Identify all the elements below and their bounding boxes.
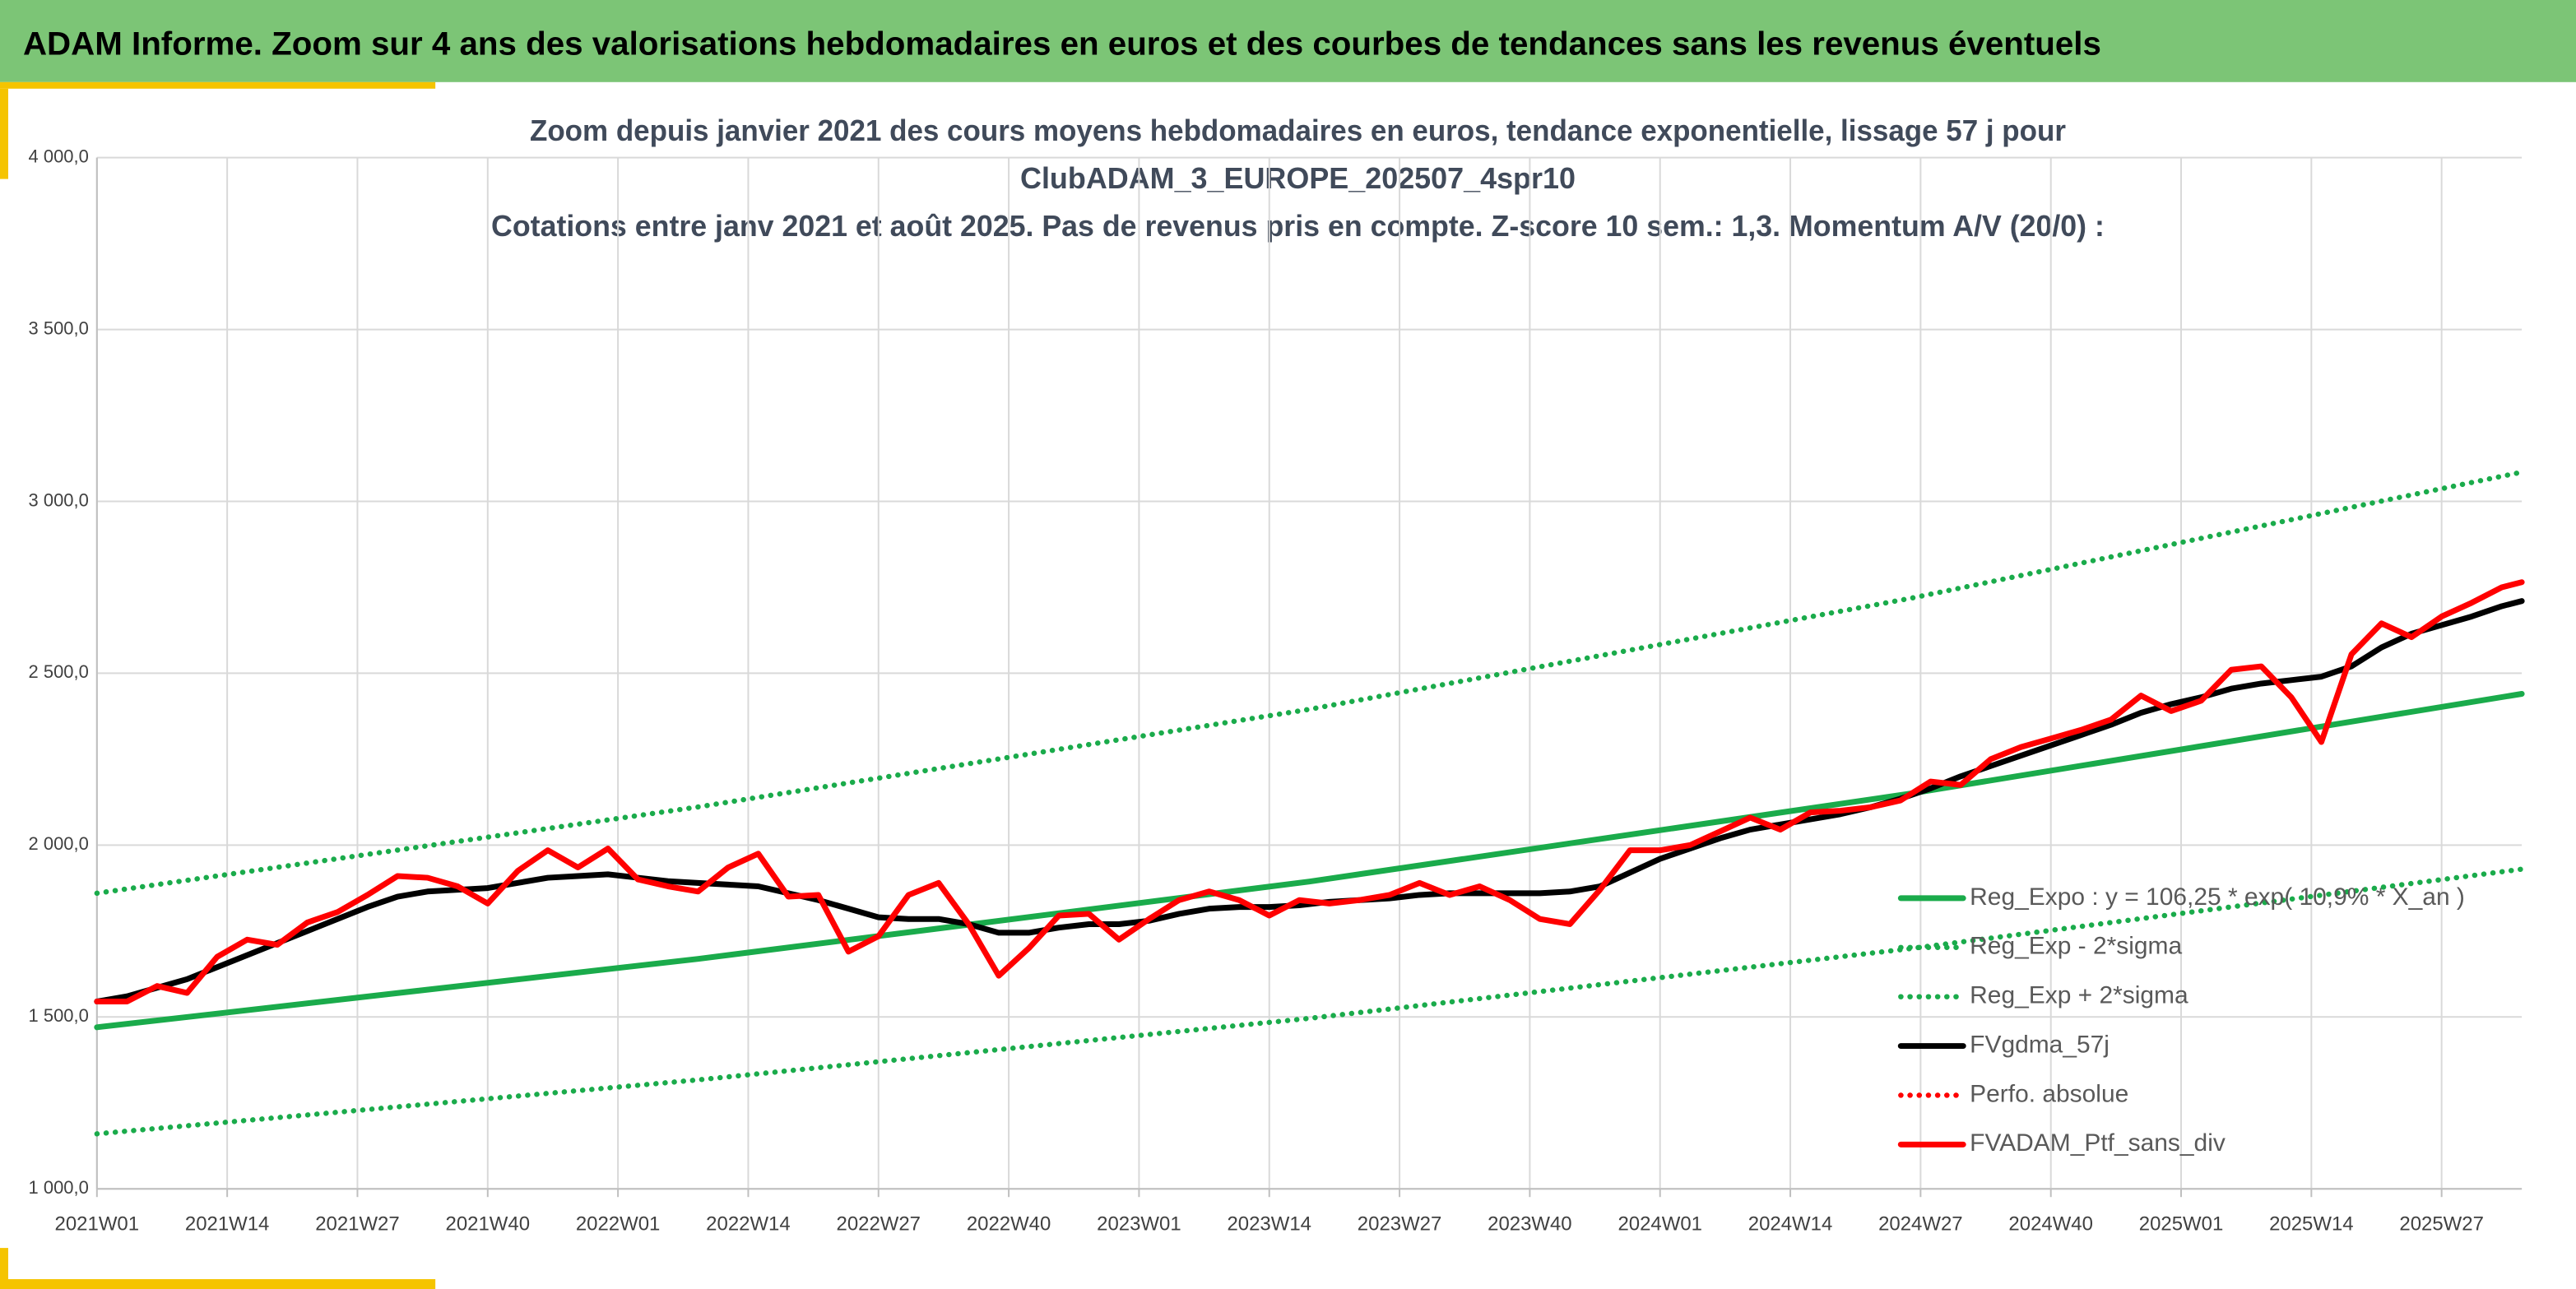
x-tick-label: 2021W01	[55, 1212, 140, 1235]
x-tick-label: 2021W14	[185, 1212, 270, 1235]
x-tick-label: 2022W01	[576, 1212, 661, 1235]
x-tick-label: 2023W01	[1097, 1212, 1181, 1235]
x-tick-label: 2021W40	[446, 1212, 531, 1235]
accent	[0, 1248, 8, 1289]
y-tick-label: 3 000,0	[29, 489, 89, 510]
accent	[0, 81, 436, 89]
y-tick-label: 1 000,0	[29, 1177, 89, 1198]
legend-label: Perfo. absolue	[1970, 1080, 2128, 1107]
legend-label: Reg_Exp + 2*sigma	[1970, 982, 2188, 1009]
x-tick-label: 2022W14	[706, 1212, 791, 1235]
x-tick-label: 2024W27	[1878, 1212, 1963, 1235]
x-tick-label: 2022W27	[837, 1212, 921, 1235]
x-tick-label: 2024W14	[1748, 1212, 1833, 1235]
series-line	[94, 866, 2525, 1137]
y-tick-label: 3 500,0	[29, 318, 89, 338]
series-line	[94, 469, 2525, 897]
banner-title: ADAM Informe. Zoom sur 4 ans des valoris…	[23, 26, 2101, 62]
x-tick-label: 2023W27	[1358, 1212, 1442, 1235]
y-tick-label: 4 000,0	[29, 146, 89, 166]
y-tick-label: 2 000,0	[29, 833, 89, 854]
legend-label: Reg_Exp - 2*sigma	[1970, 933, 2182, 960]
x-tick-label: 2022W40	[967, 1212, 1051, 1235]
x-tick-label: 2021W27	[315, 1212, 400, 1235]
x-tick-label: 2023W14	[1227, 1212, 1311, 1235]
x-tick-label: 2024W01	[1618, 1212, 1702, 1235]
accent	[0, 1279, 436, 1289]
series-line	[94, 691, 2525, 1031]
chart-title: Cotations entre janv 2021 et août 2025. …	[491, 209, 2105, 243]
legend-label: FVADAM_Ptf_sans_div	[1970, 1129, 2226, 1157]
x-tick-label: 2025W27	[2399, 1212, 2484, 1235]
chart-title: ClubADAM_3_EUROPE_202507_4spr10	[1020, 161, 1576, 195]
x-tick-label: 2024W40	[2008, 1212, 2093, 1235]
x-tick-label: 2025W14	[2269, 1212, 2354, 1235]
series-line	[94, 579, 2525, 1004]
banner	[0, 0, 2576, 82]
accent	[0, 88, 8, 179]
legend-label: FVgdma_57j	[1970, 1031, 2110, 1058]
y-tick-label: 1 500,0	[29, 1005, 89, 1026]
legend-label: Reg_Expo : y = 106,25 * exp( 10,9% * X_a…	[1970, 883, 2465, 911]
x-tick-label: 2023W40	[1488, 1212, 1572, 1235]
x-tick-label: 2025W01	[2139, 1212, 2224, 1235]
chart-title: Zoom depuis janvier 2021 des cours moyen…	[530, 114, 2066, 147]
y-tick-label: 2 500,0	[29, 661, 89, 682]
